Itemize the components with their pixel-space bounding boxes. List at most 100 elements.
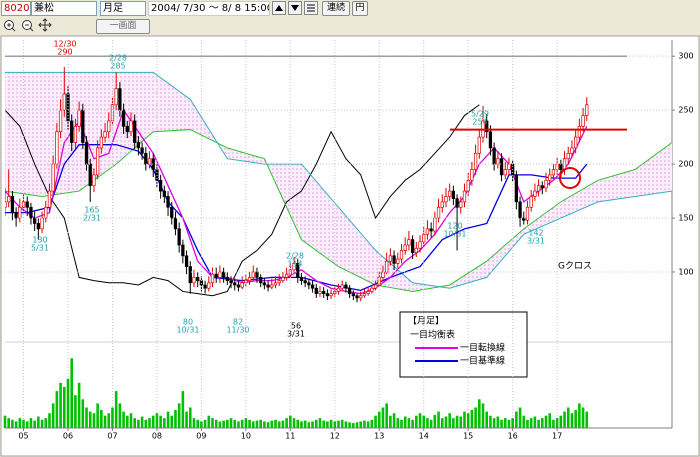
candle-body	[522, 217, 526, 221]
volume-bar	[478, 399, 481, 428]
candle-body	[370, 287, 374, 292]
candle-body	[203, 284, 207, 289]
annotation: 2/28	[109, 54, 127, 63]
candle-body	[392, 255, 396, 264]
x-tick-label: 07	[107, 432, 117, 441]
candle-body	[344, 284, 348, 289]
continuous-button[interactable]: 連続	[322, 1, 350, 16]
candle-body	[388, 255, 393, 262]
candle-body	[488, 131, 493, 149]
candle-body	[281, 277, 285, 281]
period-select[interactable]: 月足	[100, 1, 146, 16]
annotation: 80	[183, 318, 193, 327]
volume-bar	[59, 382, 62, 428]
volume-bar	[51, 403, 55, 428]
volume-bar	[307, 422, 311, 428]
volume-bar	[526, 419, 529, 428]
annotation: 56	[291, 322, 301, 331]
candle-body	[18, 206, 22, 219]
volume-bar	[96, 403, 99, 428]
volume-bar	[470, 409, 474, 428]
volume-bar	[144, 419, 148, 428]
candle-body	[129, 120, 133, 133]
candle-body	[207, 282, 211, 289]
legend-label: 一目転換線	[460, 342, 505, 354]
x-tick-label: 17	[552, 432, 562, 441]
tool-icons[interactable]	[2, 18, 62, 34]
volume-bar	[77, 382, 81, 428]
volume-bar	[377, 411, 381, 428]
volume-bar	[29, 418, 33, 428]
candle-body	[107, 120, 111, 133]
volume-bar	[322, 420, 325, 428]
annotation: 10/31	[176, 326, 199, 335]
candle-body	[525, 206, 530, 221]
candle-body	[177, 228, 181, 246]
move-icon[interactable]	[38, 18, 52, 32]
x-tick-label: 06	[63, 432, 73, 441]
volume-bar	[222, 420, 225, 428]
zoom-in-icon	[7, 23, 16, 32]
candle-body	[136, 142, 141, 149]
legend-box	[399, 311, 528, 378]
one-screen-button[interactable]: 一画面	[96, 19, 150, 34]
candle-body	[440, 201, 444, 208]
candle-body	[170, 206, 174, 219]
volume-bar	[125, 415, 129, 428]
candle-body	[407, 239, 411, 246]
volume-bar	[433, 414, 437, 428]
volume-bar	[389, 415, 392, 428]
annotation: 12/30	[53, 40, 76, 49]
volume-bar	[411, 419, 414, 428]
volume-bar	[259, 419, 262, 428]
candle-body	[514, 174, 519, 203]
code-input[interactable]: 8020	[1, 1, 31, 16]
volume-bar	[107, 413, 111, 428]
candle-body	[51, 163, 55, 192]
annotation: 11/30	[226, 326, 249, 335]
volume-bar	[111, 407, 114, 428]
volume-bar	[507, 419, 511, 428]
volume-bar	[448, 413, 451, 428]
name-field[interactable]: 兼松	[31, 1, 97, 16]
yen-button[interactable]: 円	[352, 1, 368, 16]
volume-bar	[440, 418, 444, 428]
volume-bar	[370, 419, 374, 428]
volume-bar	[355, 422, 359, 428]
volume-bar	[177, 403, 181, 428]
volume-bar	[318, 418, 322, 428]
annotation: 3/31	[287, 330, 305, 339]
volume-bar	[459, 416, 463, 428]
volume-bar	[541, 418, 544, 428]
candle-body	[25, 201, 29, 208]
volume-bar	[81, 399, 85, 428]
candle-body	[221, 271, 226, 278]
candle-body	[125, 125, 129, 133]
volume-bar	[485, 411, 489, 428]
volume-bar	[289, 415, 292, 428]
volume-bar	[359, 421, 363, 428]
volume-bar	[548, 413, 552, 428]
volume-bar	[285, 418, 288, 428]
volume-bar	[500, 419, 503, 428]
candle-body	[188, 266, 192, 284]
x-tick-label: 12	[330, 432, 340, 441]
x-tick-label: 10	[241, 432, 251, 441]
volume-bar	[62, 387, 66, 428]
candle-body	[270, 284, 274, 288]
x-tick-label: 08	[152, 432, 162, 441]
nav-buttons[interactable]	[272, 1, 322, 16]
x-tick-label: 15	[463, 432, 473, 441]
x-tick-label: 11	[285, 432, 295, 441]
volume-bar	[444, 416, 448, 428]
candle-body	[210, 273, 215, 284]
candle-body	[336, 287, 341, 292]
volume-bar	[277, 421, 281, 428]
candle-body	[199, 280, 204, 286]
volume-bar	[452, 418, 455, 428]
candle-body	[414, 247, 418, 253]
candle-body	[70, 120, 74, 143]
volume-bar	[233, 419, 237, 428]
candle-body	[314, 287, 318, 294]
candle-body	[247, 277, 252, 281]
